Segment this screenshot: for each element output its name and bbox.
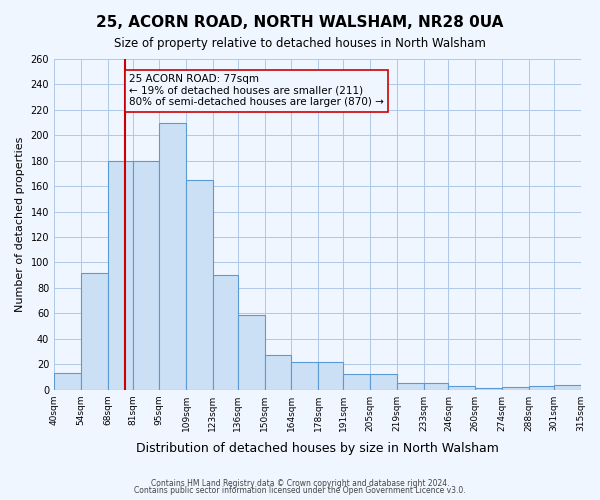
Bar <box>238 314 265 390</box>
Bar <box>529 386 554 390</box>
Bar <box>107 160 133 390</box>
Bar <box>502 387 529 390</box>
Text: 25 ACORN ROAD: 77sqm
← 19% of detached houses are smaller (211)
80% of semi-deta: 25 ACORN ROAD: 77sqm ← 19% of detached h… <box>129 74 383 108</box>
Bar <box>397 384 424 390</box>
Text: Contains public sector information licensed under the Open Government Licence v3: Contains public sector information licen… <box>134 486 466 495</box>
Bar <box>554 384 581 390</box>
Bar <box>160 122 186 390</box>
Bar <box>292 362 318 390</box>
Bar <box>370 374 397 390</box>
Bar <box>343 374 370 390</box>
Bar <box>424 384 448 390</box>
Bar <box>186 180 213 390</box>
Text: 25, ACORN ROAD, NORTH WALSHAM, NR28 0UA: 25, ACORN ROAD, NORTH WALSHAM, NR28 0UA <box>97 15 503 30</box>
Bar <box>448 386 475 390</box>
Bar <box>81 272 107 390</box>
X-axis label: Distribution of detached houses by size in North Walsham: Distribution of detached houses by size … <box>136 442 499 455</box>
Text: Size of property relative to detached houses in North Walsham: Size of property relative to detached ho… <box>114 38 486 51</box>
Bar <box>213 275 238 390</box>
Bar <box>318 362 343 390</box>
Bar <box>265 356 292 390</box>
Bar <box>54 373 81 390</box>
Text: Contains HM Land Registry data © Crown copyright and database right 2024.: Contains HM Land Registry data © Crown c… <box>151 478 449 488</box>
Y-axis label: Number of detached properties: Number of detached properties <box>15 136 25 312</box>
Bar <box>133 160 160 390</box>
Bar <box>475 388 502 390</box>
